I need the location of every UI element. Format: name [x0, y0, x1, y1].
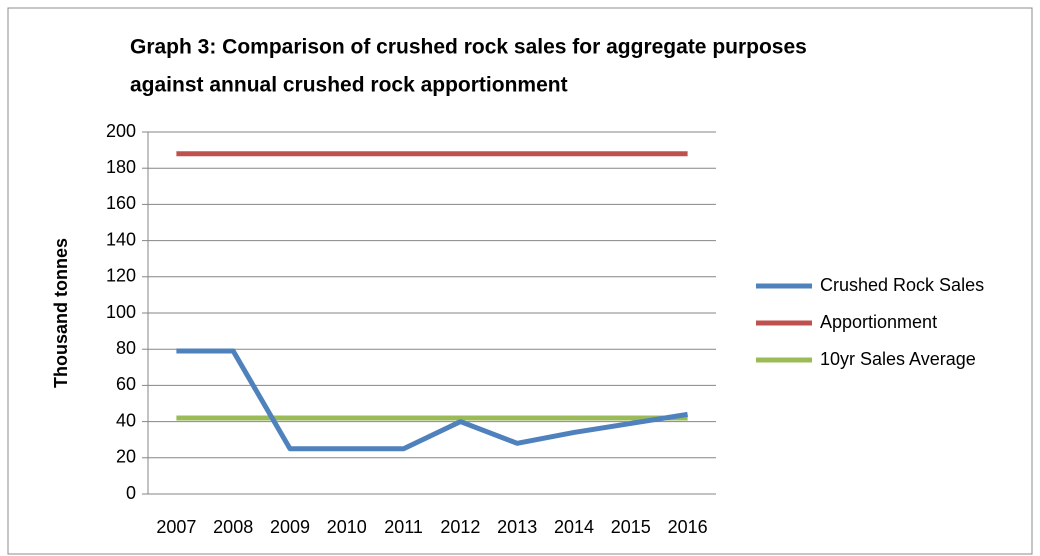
- x-tick-label: 2007: [156, 517, 196, 537]
- legend-label: Apportionment: [820, 312, 937, 332]
- series-line: [176, 348, 688, 452]
- y-tick-label: 0: [126, 483, 136, 503]
- x-tick-label: 2016: [668, 517, 708, 537]
- y-tick-label: 100: [106, 302, 136, 322]
- x-tick-label: 2008: [213, 517, 253, 537]
- x-tick-label: 2012: [440, 517, 480, 537]
- legend-label: 10yr Sales Average: [820, 349, 976, 369]
- chart-title: Graph 3: Comparison of crushed rock sale…: [130, 36, 807, 59]
- y-tick-label: 180: [106, 157, 136, 177]
- legend-label: Crushed Rock Sales: [820, 275, 984, 295]
- y-axis-label: Thousand tonnes: [51, 238, 71, 388]
- x-tick-label: 2009: [270, 517, 310, 537]
- x-tick-label: 2013: [497, 517, 537, 537]
- y-tick-label: 20: [116, 447, 136, 467]
- x-tick-label: 2011: [384, 517, 423, 537]
- x-tick-label: 2015: [611, 517, 651, 537]
- x-tick-label: 2010: [327, 517, 367, 537]
- chart-title: against annual crushed rock apportionmen…: [130, 74, 568, 97]
- y-tick-label: 160: [106, 193, 136, 213]
- x-tick-label: 2014: [554, 517, 594, 537]
- y-tick-label: 200: [106, 121, 136, 141]
- chart-border: [7, 7, 1033, 555]
- y-tick-label: 140: [106, 229, 136, 249]
- y-tick-label: 60: [116, 374, 136, 394]
- y-tick-label: 40: [116, 410, 136, 430]
- y-tick-label: 120: [106, 266, 136, 286]
- y-tick-label: 80: [116, 338, 136, 358]
